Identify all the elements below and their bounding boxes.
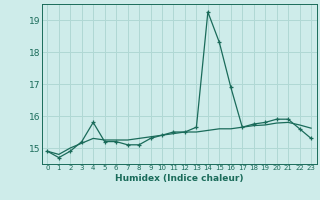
X-axis label: Humidex (Indice chaleur): Humidex (Indice chaleur) <box>115 174 244 183</box>
